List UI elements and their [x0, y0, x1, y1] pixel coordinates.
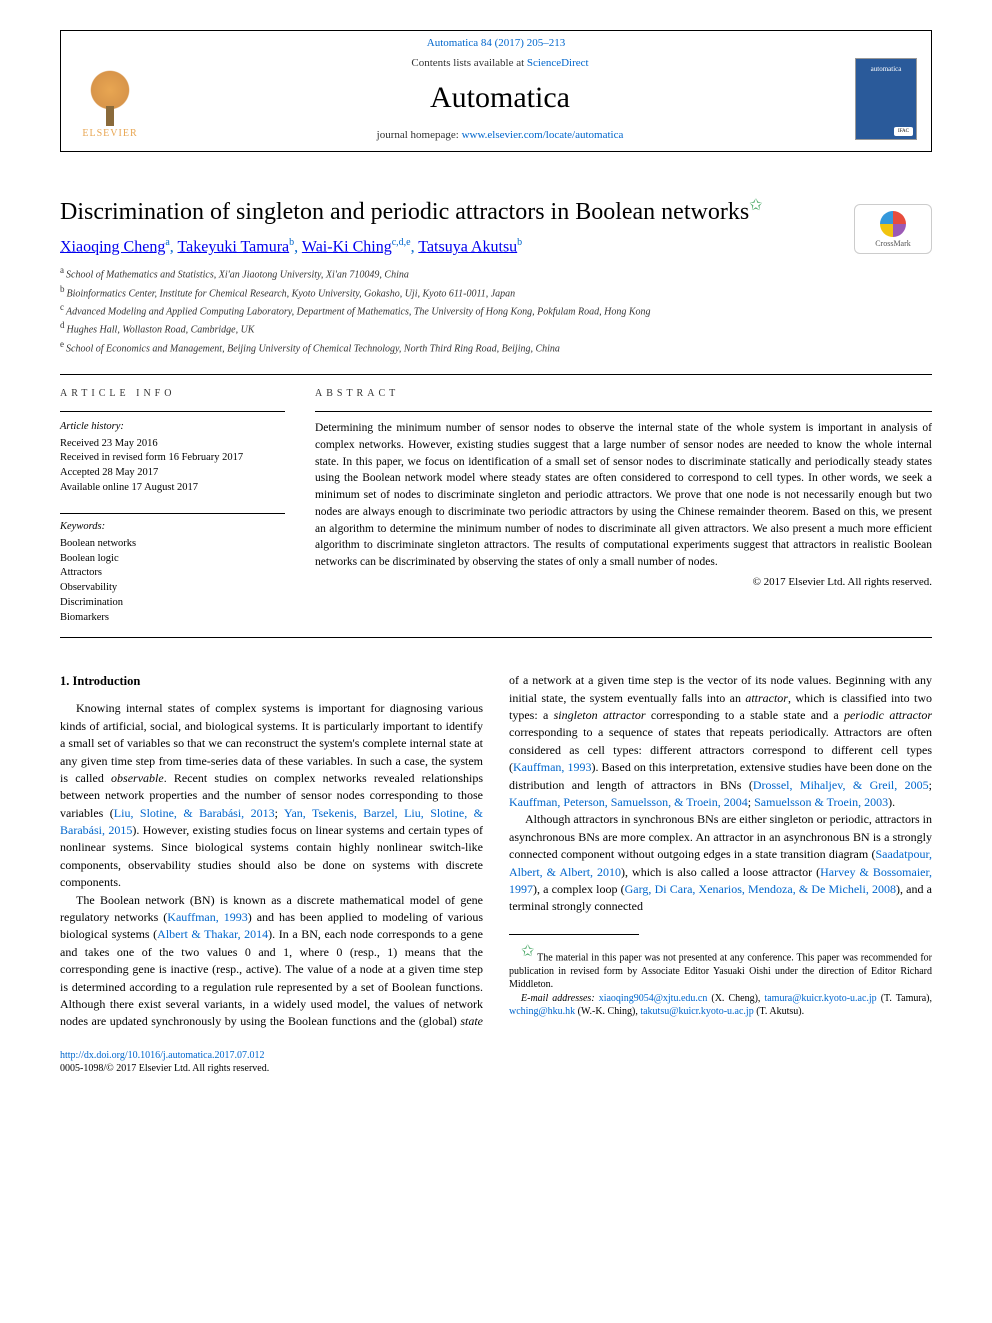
term-italic: observable	[111, 771, 164, 785]
footnote-block: ✩ The material in this paper was not pre…	[509, 934, 932, 1019]
keyword: Attractors	[60, 566, 285, 581]
affiliation: eSchool of Economics and Management, Bei…	[60, 338, 932, 356]
abstract-label: ABSTRACT	[315, 387, 932, 402]
term-italic: singleton attractor	[554, 708, 646, 722]
author-link[interactable]: Xiaoqing Cheng	[60, 238, 165, 255]
info-abstract-row: ARTICLE INFO Article history: Received 2…	[60, 387, 932, 625]
history-label: Article history:	[60, 420, 285, 435]
keyword: Boolean networks	[60, 537, 285, 552]
term-italic: state	[460, 1014, 483, 1028]
journal-name: Automatica	[145, 81, 855, 115]
issn-copyright: 0005-1098/© 2017 Elsevier Ltd. All right…	[60, 1063, 269, 1074]
article-info-label: ARTICLE INFO	[60, 387, 285, 401]
keyword: Biomarkers	[60, 611, 285, 626]
footnote-conference: ✩ The material in this paper was not pre…	[509, 941, 932, 992]
abstract-column: ABSTRACT Determining the minimum number …	[315, 387, 932, 625]
cover-title: automatica	[871, 65, 902, 73]
homepage-line: journal homepage: www.elsevier.com/locat…	[145, 129, 855, 141]
affiliation: dHughes Hall, Wollaston Road, Cambridge,…	[60, 319, 932, 337]
email-link[interactable]: xiaoqing9054@xjtu.edu.cn	[599, 993, 708, 1004]
author-aff-sup: b	[289, 237, 294, 248]
header-center: Contents lists available at ScienceDirec…	[145, 57, 855, 141]
contents-prefix: Contents lists available at	[411, 57, 526, 69]
journal-header: Automatica 84 (2017) 205–213 ELSEVIER Co…	[60, 30, 932, 152]
keywords-block: Keywords: Boolean networks Boolean logic…	[60, 513, 285, 625]
crossmark-badge[interactable]: CrossMark	[854, 204, 932, 254]
term-italic: periodic attractor	[844, 708, 932, 722]
abstract-copyright: © 2017 Elsevier Ltd. All rights reserved…	[315, 575, 932, 591]
elsevier-logo[interactable]: ELSEVIER	[75, 59, 145, 139]
journal-reference: Automatica 84 (2017) 205–213	[61, 31, 931, 53]
author-aff-sup: b	[517, 237, 522, 248]
email-link[interactable]: takutsu@kuicr.kyoto-u.ac.jp	[640, 1006, 753, 1017]
author-link[interactable]: Tatsuya Akutsu	[418, 238, 517, 255]
author-list: Xiaoqing Chenga, Takeyuki Tamurab, Wai-K…	[60, 237, 932, 256]
citation-link[interactable]: Drossel, Mihaljev, & Greil, 2005	[753, 778, 929, 792]
contents-line: Contents lists available at ScienceDirec…	[145, 57, 855, 69]
page-footer: http://dx.doi.org/10.1016/j.automatica.2…	[60, 1049, 932, 1076]
divider	[60, 637, 932, 638]
affiliation: cAdvanced Modeling and Applied Computing…	[60, 301, 932, 319]
citation-link[interactable]: 2014	[244, 927, 268, 941]
author-aff-sup: a	[165, 237, 169, 248]
ifac-badge: IFAC	[894, 127, 913, 136]
term-italic: attractor	[745, 691, 788, 705]
divider	[315, 411, 932, 412]
header-main-row: ELSEVIER Contents lists available at Sci…	[61, 53, 931, 151]
crossmark-icon	[880, 211, 906, 237]
article-body: 1. Introduction Knowing internal states …	[60, 672, 932, 1031]
history-item: Received 23 May 2016	[60, 437, 285, 452]
citation-link[interactable]: Kauffman, 1993	[167, 910, 247, 924]
author-aff-sup: c,d,e	[392, 237, 411, 248]
doi-link[interactable]: http://dx.doi.org/10.1016/j.automatica.2…	[60, 1050, 265, 1061]
email-link[interactable]: wching@hku.hk	[509, 1006, 575, 1017]
title-footnote-star-icon: ✩	[749, 197, 762, 214]
citation-link[interactable]: Garg, Di Cara, Xenarios, Mendoza, & De M…	[625, 882, 896, 896]
citation-link[interactable]: Liu, Slotine, & Barabási, 2013	[114, 806, 275, 820]
affiliation: aSchool of Mathematics and Statistics, X…	[60, 264, 932, 282]
sciencedirect-link[interactable]: ScienceDirect	[527, 57, 589, 69]
body-paragraph: Knowing internal states of complex syste…	[60, 700, 483, 891]
homepage-link[interactable]: www.elsevier.com/locate/automatica	[462, 129, 624, 141]
journal-cover-thumbnail[interactable]: automatica IFAC	[855, 58, 917, 140]
citation-link[interactable]: Kauffman, Peterson, Samuelsson, & Troein…	[509, 795, 748, 809]
keyword: Discrimination	[60, 596, 285, 611]
affiliation: bBioinformatics Center, Institute for Ch…	[60, 283, 932, 301]
history-item: Accepted 28 May 2017	[60, 466, 285, 481]
keyword: Observability	[60, 581, 285, 596]
divider	[60, 411, 285, 412]
divider	[60, 513, 285, 514]
article-title: Discrimination of singleton and periodic…	[60, 196, 932, 227]
elsevier-tree-icon	[80, 66, 140, 126]
citation-link[interactable]: Kauffman, 1993	[513, 760, 591, 774]
abstract-text: Determining the minimum number of sensor…	[315, 420, 932, 570]
homepage-prefix: journal homepage:	[377, 129, 462, 141]
email-label: E-mail addresses:	[521, 993, 595, 1004]
author-link[interactable]: Takeyuki Tamura	[178, 238, 290, 255]
article-info-column: ARTICLE INFO Article history: Received 2…	[60, 387, 285, 625]
article-front-matter: CrossMark Discrimination of singleton an…	[60, 196, 932, 638]
author-link[interactable]: Wai-Ki Ching	[302, 238, 392, 255]
footnote-rule	[509, 934, 639, 935]
citation-link[interactable]: Albert & Thakar,	[157, 927, 244, 941]
body-paragraph: Although attractors in synchronous BNs a…	[509, 811, 932, 915]
keyword: Boolean logic	[60, 552, 285, 567]
footnote-emails: E-mail addresses: xiaoqing9054@xjtu.edu.…	[509, 992, 932, 1019]
history-item: Received in revised form 16 February 201…	[60, 451, 285, 466]
section-heading: 1. Introduction	[60, 672, 483, 690]
email-link[interactable]: tamura@kuicr.kyoto-u.ac.jp	[764, 993, 876, 1004]
citation-link[interactable]: Samuelsson & Troein, 2003	[754, 795, 888, 809]
elsevier-label: ELSEVIER	[82, 128, 137, 139]
keywords-label: Keywords:	[60, 520, 285, 535]
footnote-star-icon: ✩	[521, 943, 534, 960]
crossmark-label: CrossMark	[875, 239, 911, 248]
affiliation-list: aSchool of Mathematics and Statistics, X…	[60, 264, 932, 356]
title-text: Discrimination of singleton and periodic…	[60, 199, 749, 225]
divider	[60, 374, 932, 375]
history-item: Available online 17 August 2017	[60, 481, 285, 496]
